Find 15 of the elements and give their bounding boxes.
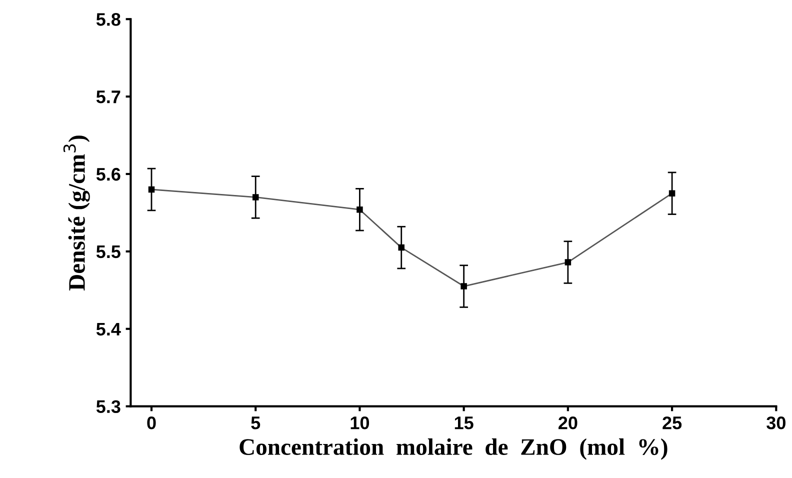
y-tick-label: 5.5 <box>96 246 120 258</box>
y-tick-label: 5.7 <box>96 90 120 104</box>
x-tick-label: 5 <box>251 416 260 430</box>
x-tick-label: 20 <box>558 416 578 430</box>
y-tick-label: 5.8 <box>96 13 120 26</box>
x-tick-label: 10 <box>350 416 370 430</box>
x-tick-label: 30 <box>766 416 786 430</box>
y-tick-label: 5.3 <box>96 400 120 414</box>
x-tick-label: 15 <box>454 416 474 430</box>
y-tick-label: 5.6 <box>96 168 120 181</box>
x-axis-title: Concentration molaire de ZnO (mol %) <box>240 438 668 460</box>
y-tick-label: 5.4 <box>96 322 121 336</box>
y-axis-title: Densité (g/cm$^{3}$) <box>63 136 90 290</box>
x-tick-label: 25 <box>662 416 682 430</box>
x-tick-label: 0 <box>147 416 156 430</box>
